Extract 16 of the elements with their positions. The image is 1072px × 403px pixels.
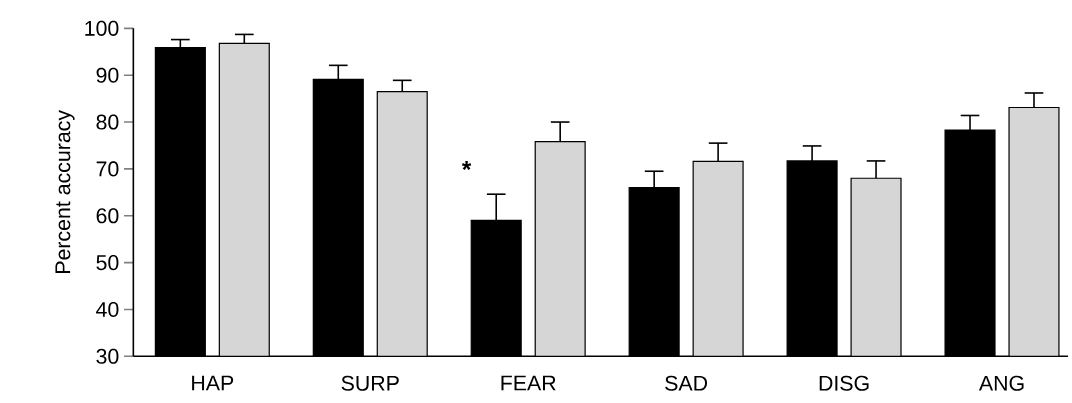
y-tick-label: 80 [96, 114, 119, 130]
x-tick-label: FEAR [501, 375, 556, 391]
y-tick-label: 100 [85, 20, 119, 36]
y-axis-title: Percent accuracy [55, 110, 75, 273]
annotation: * [461, 161, 472, 171]
y-tick-label: 60 [96, 208, 119, 224]
x-tick-label: ANG [978, 375, 1024, 391]
x-tick-label: DISG [819, 375, 869, 391]
y-tick-label: 70 [96, 161, 119, 177]
y-tick-label: 90 [96, 67, 119, 83]
y-tick-label: 50 [96, 255, 119, 271]
x-tick-label: HAP [192, 375, 234, 391]
x-tick-label: SAD [665, 375, 708, 391]
x-tick-label: SURP [341, 375, 399, 391]
y-tick-label: 30 [96, 348, 119, 364]
y-tick-label: 40 [96, 301, 119, 318]
